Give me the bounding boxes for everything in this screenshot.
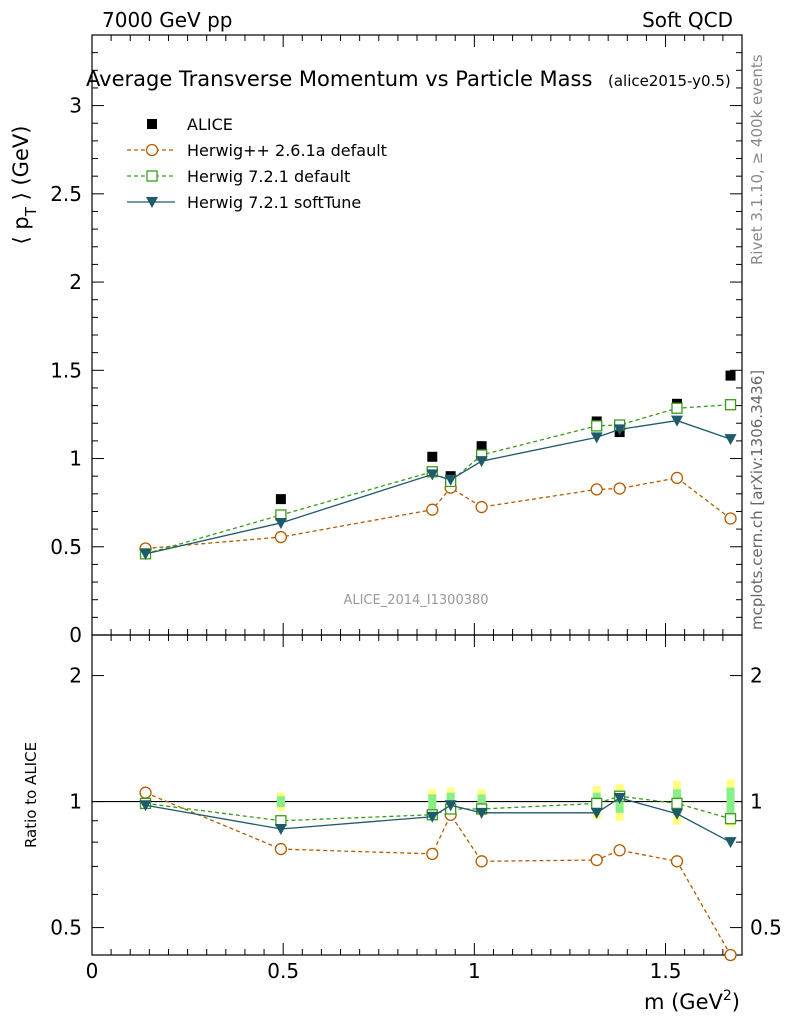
marker-circle [475, 855, 488, 868]
marker-circle [724, 512, 737, 525]
ratio-y-label: Ratio to ALICE [22, 742, 40, 848]
marker-triangle [444, 474, 457, 486]
marker-triangle [724, 434, 737, 446]
y-label-end: ⟩ (GeV) [9, 126, 33, 208]
x-axis-label: m (GeV2) [644, 988, 740, 1014]
marker-triangle [590, 432, 603, 444]
category-label: Soft QCD [642, 8, 733, 32]
rivet-label: Rivet 3.1.10, ≥ 400k events [748, 54, 766, 265]
analysis-tag: (alice2015-y0.5) [608, 72, 731, 90]
y-tick-label: 2 [69, 270, 82, 294]
marker-triangle [139, 800, 152, 812]
marker-circle [613, 482, 626, 495]
legend-label: Herwig 7.2.1 default [187, 167, 350, 186]
marker-triangle [671, 415, 683, 427]
series-line [145, 404, 731, 555]
marker-circle [426, 503, 439, 516]
marker-circle [724, 948, 737, 962]
chart-title: Average Transverse Momentum vs Particle … [86, 67, 592, 91]
ratio-frame [91, 634, 743, 956]
svg-text:⟨ pT ⟩ (GeV): ⟨ pT ⟩ (GeV) [9, 126, 40, 245]
marker-open-square [724, 813, 737, 825]
marker-triangle [274, 517, 287, 529]
ratio-y-tick-label: 1 [69, 790, 82, 814]
marker-square [427, 451, 438, 462]
marker-circle [475, 500, 488, 514]
energy-label: 7000 GeV pp [102, 8, 233, 32]
ratio-y-tick-label-right: 2 [750, 664, 763, 688]
ratio-y-tick-label-right: 1 [750, 790, 763, 814]
marker-square [147, 119, 157, 129]
uncertainty-band-green [276, 796, 285, 808]
marker-open-square [671, 797, 683, 810]
x-tick-label: 0 [86, 959, 99, 983]
marker-circle [274, 842, 288, 856]
marker-triangle [274, 823, 287, 835]
y-tick-label: 0.5 [50, 535, 82, 559]
x-tick-label: 1 [468, 959, 481, 983]
marker-open-square [591, 797, 603, 810]
marker-triangle [590, 807, 603, 819]
marker-triangle [426, 469, 439, 481]
ratio-y-tick-label: 0.5 [50, 916, 82, 940]
marker-open-square [146, 170, 158, 182]
marker-open-square [724, 399, 737, 411]
marker-triangle [426, 811, 439, 823]
legend-label: ALICE [187, 115, 233, 134]
y-tick-label: 1.5 [50, 358, 82, 382]
marker-triangle [613, 424, 626, 436]
series-line [145, 477, 731, 550]
ratio-series-line [145, 792, 732, 956]
marker-triangle [444, 800, 457, 812]
marker-triangle [139, 548, 152, 560]
marker-circle [613, 844, 626, 857]
legend-label: Herwig 7.2.1 softTune [187, 193, 361, 212]
x-tick-label: 0.5 [267, 959, 299, 983]
ratio-series-line [145, 797, 731, 843]
y-label-sub: T [22, 206, 40, 217]
marker-circle [670, 855, 684, 868]
y-tick-label: 0 [69, 623, 82, 647]
marker-circle [590, 483, 603, 496]
y-tick-label: 1 [69, 447, 82, 471]
marker-triangle [146, 197, 158, 208]
marker-square [725, 370, 736, 381]
marker-triangle [671, 808, 683, 820]
marker-triangle [613, 792, 626, 804]
marker-triangle [475, 456, 488, 468]
legend-label: Herwig++ 2.6.1a default [187, 141, 387, 160]
y-tick-label: 2.5 [50, 182, 82, 206]
marker-circle [590, 853, 603, 867]
marker-open-square [671, 402, 683, 414]
marker-open-square [591, 420, 603, 432]
marker-triangle [475, 807, 488, 819]
marker-circle [145, 143, 159, 157]
marker-circle [670, 471, 684, 485]
ratio-series-line [145, 795, 731, 822]
uncertainty-band-green [428, 794, 437, 809]
series-line [145, 419, 731, 555]
marker-circle [274, 530, 288, 544]
x-tick-label: 1.5 [650, 959, 682, 983]
marker-square [275, 494, 286, 505]
y-label-main: ⟨ p [9, 216, 33, 244]
y-tick-label: 3 [69, 94, 82, 118]
marker-circle [426, 847, 439, 861]
uncertainty-band-green [477, 794, 486, 809]
ratio-y-tick-label-right: 0.5 [750, 916, 782, 940]
marker-circle [139, 786, 152, 799]
y-axis-label: ⟨ pT ⟩ (GeV) [9, 126, 40, 245]
mcplots-label: mcplots.cern.ch [arXiv:1306.3436] [748, 370, 766, 630]
ratio-y-tick-label: 2 [69, 664, 82, 688]
analysis-name: ALICE_2014_I1300380 [343, 593, 488, 608]
uncertainty-band-green [726, 787, 735, 817]
marker-triangle [724, 837, 737, 849]
marker-square [476, 441, 487, 452]
